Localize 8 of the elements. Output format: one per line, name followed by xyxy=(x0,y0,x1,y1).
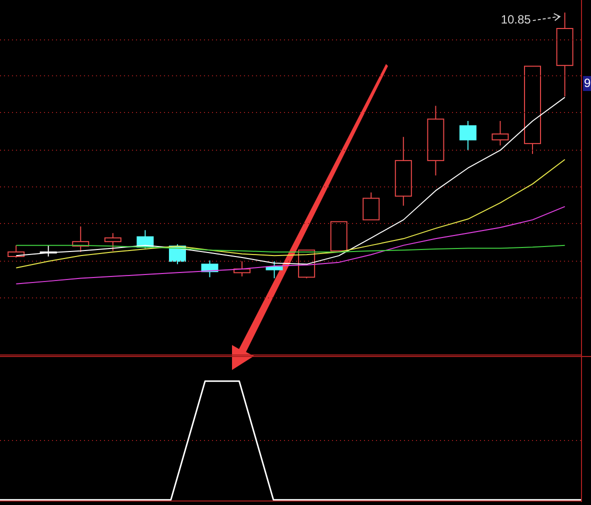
candlestick xyxy=(362,192,380,220)
candlestick xyxy=(266,260,283,279)
annotation: 10.85 xyxy=(500,12,532,27)
candlestick xyxy=(104,232,122,252)
candlestick xyxy=(8,244,25,258)
candlestick xyxy=(459,120,476,151)
candlestick xyxy=(492,120,509,146)
text: 9 xyxy=(583,76,591,91)
